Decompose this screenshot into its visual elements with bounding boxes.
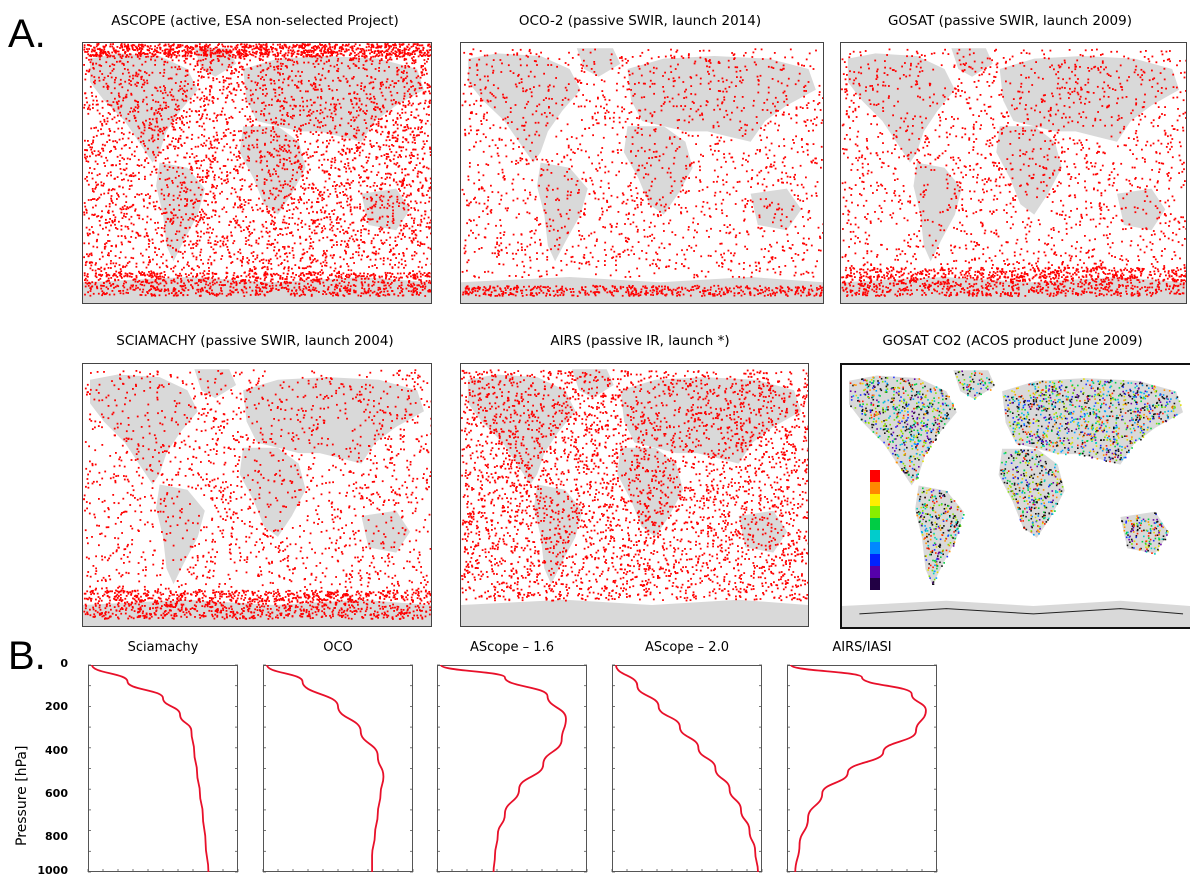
land-mass-0 [849,375,957,486]
map-ascope [82,42,432,304]
ytick-1000: 1000 [28,864,68,877]
land-mass-4 [239,126,306,215]
antarctic-coastline [859,608,1184,615]
map-sciamachy [82,363,432,627]
profile-frame [787,665,937,872]
land-mass-0 [467,374,576,485]
land-mass-5 [750,188,802,231]
profile-title-ascope-20: AScope – 2.0 [612,640,762,655]
profile-line [91,664,210,873]
profile-line [790,664,927,873]
land-mass-3 [627,56,816,142]
observation-points [849,370,1182,585]
land-mass-2 [915,485,964,586]
ytick-400: 400 [28,744,68,757]
land-mass-0 [90,53,198,163]
map-title-oco2: OCO-2 (passive SWIR, launch 2014) [455,13,825,29]
observation-points [83,43,431,297]
profile-plot-ascope-20 [611,664,763,873]
profile-plot-airs-iasi [786,664,938,873]
land-mass-1 [951,48,993,77]
land-mass-1 [576,48,621,77]
land-mass-4 [239,447,306,537]
land-mass-2 [156,484,205,585]
land-mass-2 [913,162,962,262]
ytick-0: 0 [28,657,68,670]
profile-title-sciamachy: Sciamachy [88,640,238,655]
land-mass-3 [620,377,802,464]
ytick-200: 200 [28,700,68,713]
profile-plot-oco [262,664,414,873]
land-mass-5 [361,510,411,553]
profile-title-ascope-16: AScope – 1.6 [437,640,587,655]
profile-title-airs-iasi: AIRS/IASI [787,640,937,655]
map-title-gosat-co2: GOSAT CO2 (ACOS product June 2009) [835,333,1190,349]
panel-a-label: A. [8,14,46,54]
land-mass-1 [953,370,996,400]
land-mass-4 [998,448,1065,538]
profile-frame [263,665,413,872]
profile-frame [612,665,762,872]
map-title-ascope: ASCOPE (active, ESA non-selected Project… [60,13,450,29]
land-mass-3 [243,377,424,464]
land-mass-5 [1117,188,1166,231]
map-gosat-co2 [840,363,1190,629]
map-title-airs: AIRS (passive IR, launch *) [455,333,825,349]
profile-line [615,664,759,873]
land-mass-2 [537,162,588,262]
land-mass-0 [90,374,198,485]
ytick-800: 800 [28,830,68,843]
land-mass-6 [842,600,1190,627]
observation-points [841,48,1186,297]
land-mass-0 [847,53,955,163]
observation-points [461,48,823,297]
profile-line [266,664,385,872]
map-airs [460,363,809,627]
map-title-gosat: GOSAT (passive SWIR, launch 2009) [835,13,1185,29]
map-gosat [840,42,1187,304]
map-oco2 [460,42,824,304]
observation-points [461,369,808,602]
land-mass-5 [738,510,788,553]
panel-b-label: B. [8,636,46,676]
profile-plot-sciamachy [87,664,239,873]
profile-line [440,664,567,873]
profile-frame [437,665,587,872]
profile-plot-ascope-16 [436,664,588,873]
land-mass-1 [194,369,237,399]
land-mass-4 [996,126,1062,215]
observation-points [83,369,431,620]
ytick-600: 600 [28,787,68,800]
map-title-sciamachy: SCIAMACHY (passive SWIR, launch 2004) [60,333,450,349]
land-mass-3 [999,56,1180,142]
colorbar [870,470,880,590]
profile-title-oco: OCO [263,640,413,655]
land-mass-6 [461,599,808,626]
